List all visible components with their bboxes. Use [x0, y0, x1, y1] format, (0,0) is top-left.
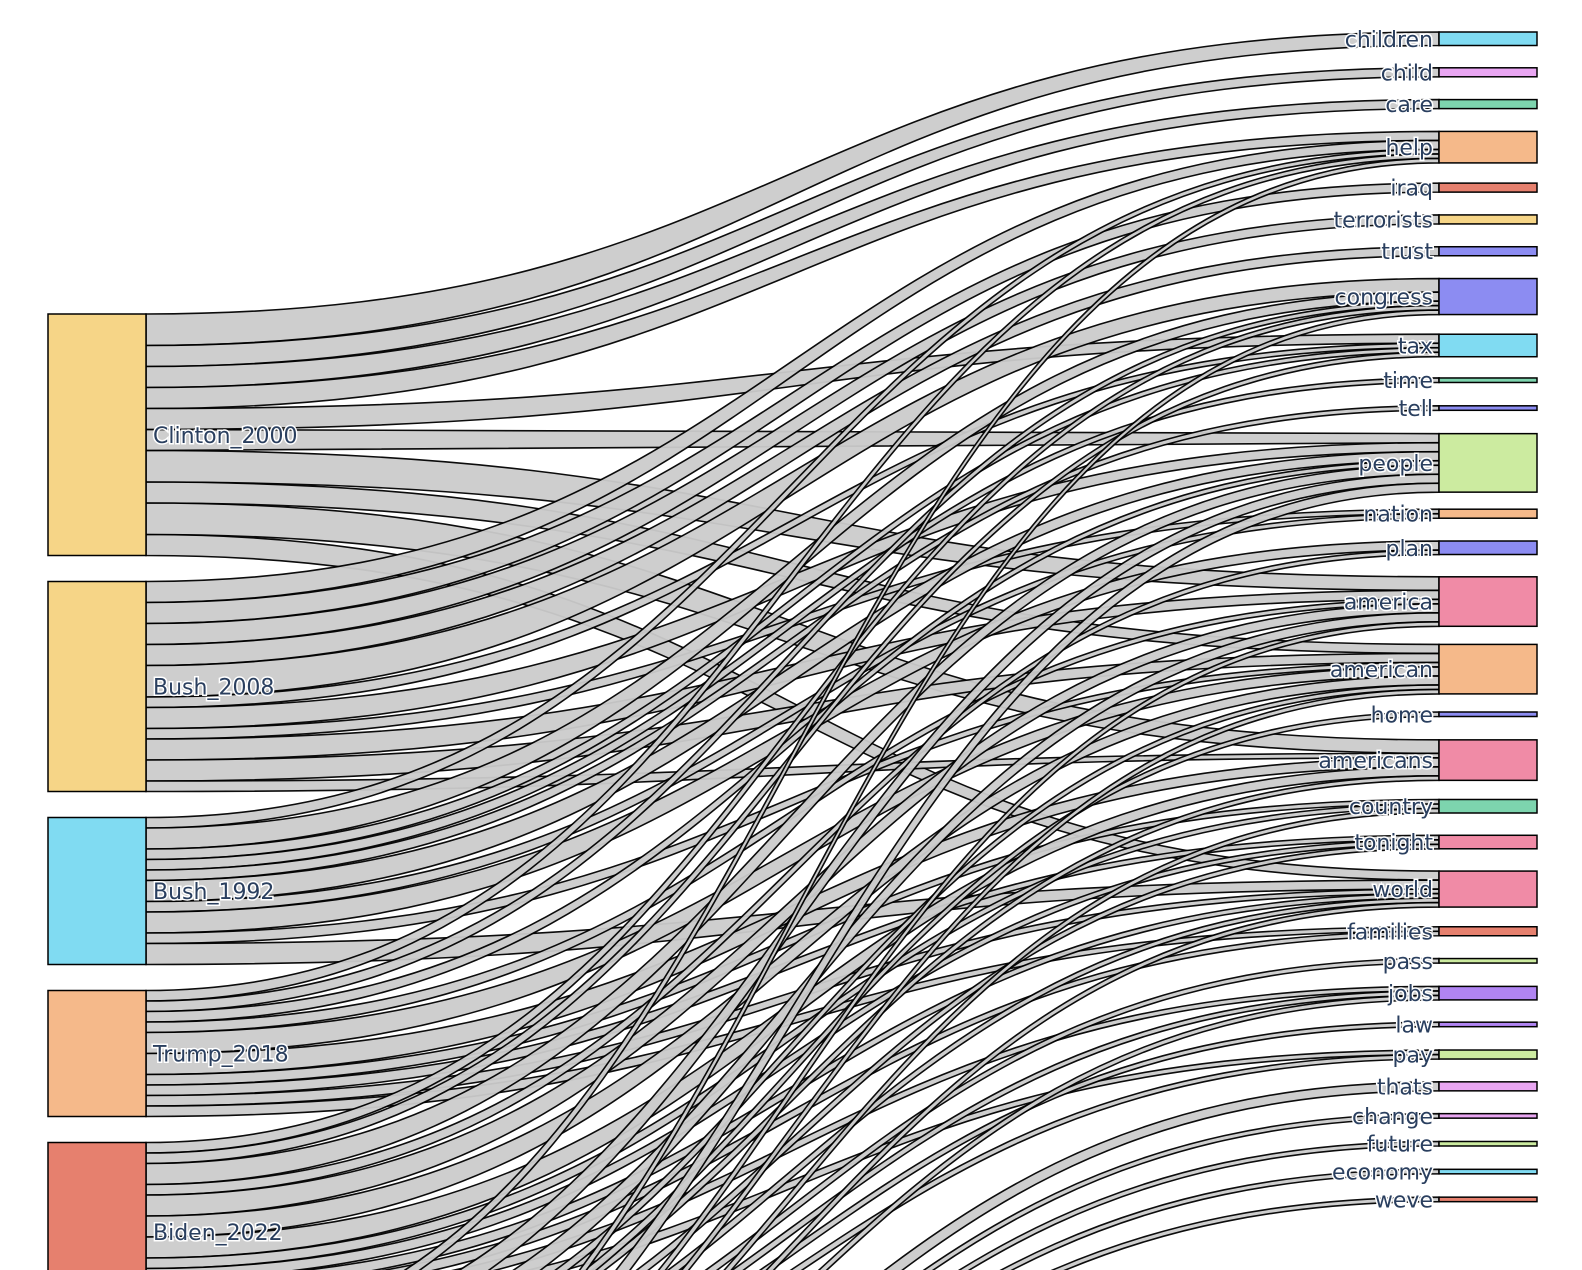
- source-label-bush-1992: Bush_1992: [153, 880, 274, 905]
- source-label-bush-2008: Bush_2008: [153, 676, 274, 701]
- target-label-americans: americans: [1318, 749, 1433, 774]
- target-label-country: country: [1349, 795, 1433, 820]
- target-node-terrorists: [1438, 214, 1538, 225]
- target-node-home: [1438, 711, 1538, 718]
- target-node-time: [1438, 377, 1538, 384]
- source-label-trump-2018: Trump_2018: [152, 1043, 289, 1068]
- target-label-economy: economy: [1332, 1161, 1433, 1186]
- source-label-clinton-2000: Clinton_2000: [153, 424, 298, 449]
- target-node-change: [1438, 1112, 1538, 1119]
- target-node-child: [1438, 67, 1538, 78]
- target-label-plan: plan: [1385, 537, 1433, 562]
- target-label-time: time: [1383, 369, 1433, 394]
- target-label-jobs: jobs: [1387, 982, 1433, 1007]
- target-label-iraq: iraq: [1390, 177, 1433, 202]
- target-node-congress: [1438, 277, 1538, 316]
- target-label-help: help: [1385, 136, 1433, 161]
- target-node-americans: [1438, 739, 1538, 782]
- target-label-care: care: [1385, 93, 1433, 118]
- target-node-tonight: [1438, 834, 1538, 850]
- target-label-nation: nation: [1363, 503, 1433, 528]
- target-label-thats: thats: [1377, 1075, 1433, 1100]
- target-node-trust: [1438, 245, 1538, 257]
- source-node-clinton-2000: [47, 313, 147, 557]
- target-label-tell: tell: [1399, 397, 1433, 422]
- sankey-labels: Clinton_2000 Bush_2008 Bush_1992 Trump_2018…: [151, 26, 1435, 1247]
- target-label-child: child: [1381, 61, 1433, 86]
- target-node-help: [1438, 130, 1538, 164]
- target-label-tax: tax: [1398, 334, 1433, 359]
- target-node-iraq: [1438, 182, 1538, 193]
- target-node-nation: [1438, 508, 1538, 519]
- target-label-pay: pay: [1393, 1044, 1433, 1069]
- target-node-care: [1438, 98, 1538, 110]
- target-label-people: people: [1358, 452, 1433, 477]
- target-node-children: [1438, 31, 1538, 47]
- sankey-nodes: [47, 31, 1538, 1270]
- target-label-american: american: [1330, 658, 1433, 683]
- sankey-links: [145, 31, 1440, 1270]
- target-label-future: future: [1367, 1133, 1433, 1158]
- link-bush-1992-nation: [145, 512, 1440, 913]
- target-label-pass: pass: [1383, 950, 1433, 975]
- target-label-world: world: [1372, 878, 1433, 903]
- source-label-biden-2022: Biden_2022: [153, 1221, 283, 1246]
- target-label-change: change: [1352, 1105, 1433, 1130]
- target-node-economy: [1438, 1168, 1538, 1175]
- target-node-plan: [1438, 540, 1538, 556]
- source-node-biden-2022: [47, 1141, 147, 1270]
- target-label-law: law: [1395, 1013, 1433, 1038]
- target-label-terrorists: terrorists: [1333, 208, 1433, 233]
- target-node-world: [1438, 870, 1538, 908]
- target-node-future: [1438, 1140, 1538, 1147]
- target-label-weve: weve: [1375, 1188, 1433, 1213]
- target-node-law: [1438, 1021, 1538, 1028]
- target-label-congress: congress: [1335, 286, 1433, 311]
- target-label-families: families: [1347, 920, 1433, 945]
- target-label-america: america: [1344, 591, 1433, 616]
- target-node-tax: [1438, 333, 1538, 358]
- target-node-weve: [1438, 1196, 1538, 1203]
- target-label-trust: trust: [1381, 240, 1433, 265]
- target-node-pay: [1438, 1049, 1538, 1060]
- target-node-families: [1438, 926, 1538, 937]
- target-node-tell: [1438, 405, 1538, 412]
- target-label-tonight: tonight: [1354, 831, 1433, 856]
- source-node-bush-2008: [47, 580, 147, 793]
- target-node-jobs: [1438, 985, 1538, 1001]
- target-node-people: [1438, 432, 1538, 493]
- target-node-country: [1438, 798, 1538, 814]
- target-node-thats: [1438, 1081, 1538, 1092]
- source-node-bush-1992: [47, 816, 147, 966]
- source-node-trump-2018: [47, 989, 147, 1118]
- target-label-children: children: [1345, 28, 1433, 53]
- target-label-home: home: [1371, 703, 1433, 728]
- target-node-american: [1438, 643, 1538, 695]
- target-node-pass: [1438, 957, 1538, 964]
- target-node-america: [1438, 576, 1538, 628]
